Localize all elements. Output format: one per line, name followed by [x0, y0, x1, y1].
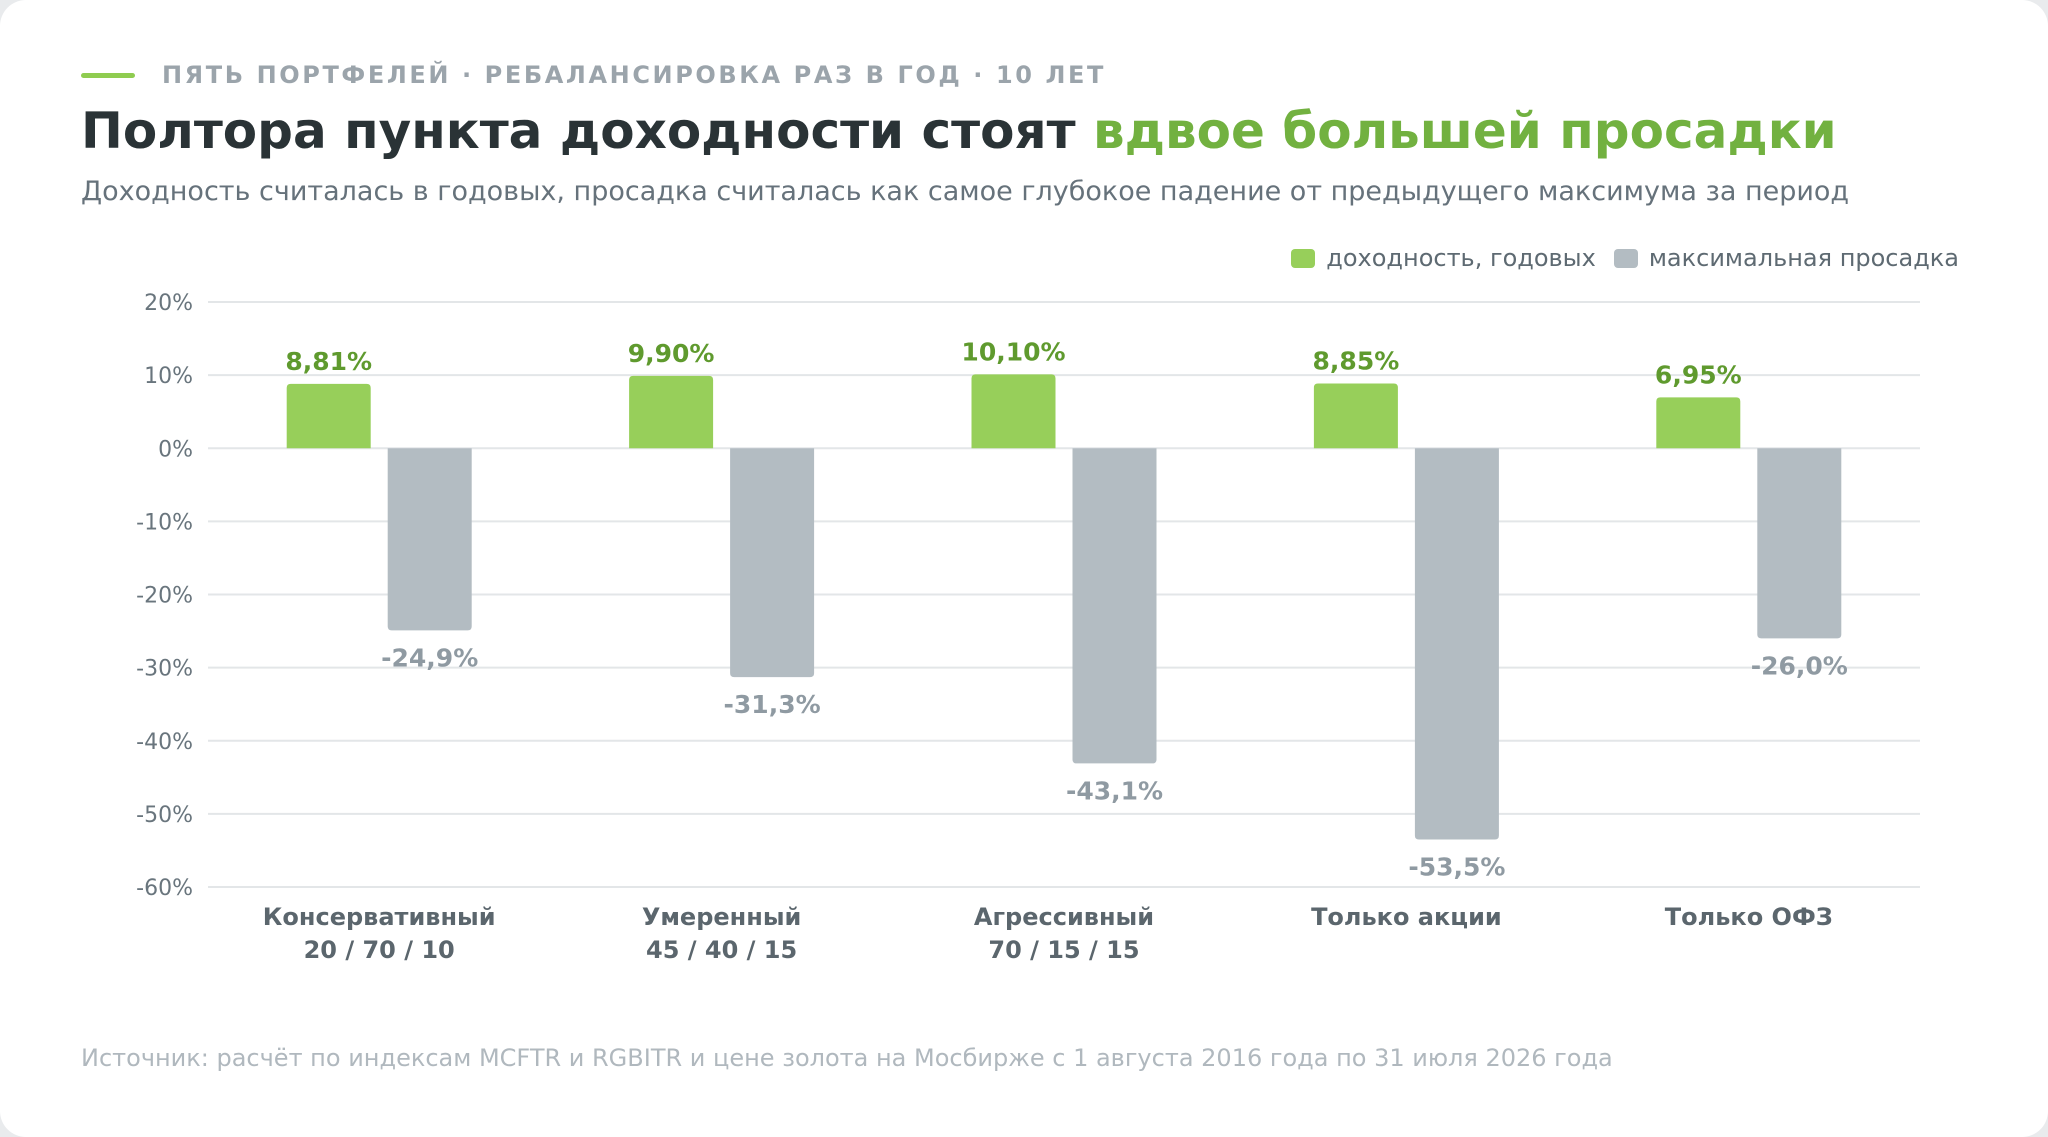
bar-drawdown [730, 448, 815, 678]
bar-return [1313, 383, 1398, 449]
legend-swatch-drawdown [1613, 248, 1638, 268]
source-note: Источник: расчёт по индексам MCFTR и RGB… [81, 1044, 1613, 1072]
x-category-sublabel: 45 / 40 / 15 [646, 936, 797, 964]
x-category-label: Только ОФЗ [1665, 903, 1833, 931]
legend-item-drawdown: максимальная просадка [1613, 244, 1959, 272]
data-label-return: 9,90% [628, 339, 715, 368]
legend-label-return: доходность, годовых [1326, 244, 1596, 272]
data-label-return: 8,81% [285, 347, 372, 376]
data-label-return: 8,85% [1313, 347, 1400, 376]
x-category-label: Умеренный [642, 903, 802, 931]
y-tick-label: -50% [136, 803, 193, 828]
x-category-sublabel: 70 / 15 / 15 [988, 936, 1139, 964]
data-label-drawdown: -43,1% [1066, 776, 1163, 805]
legend-swatch-return [1291, 248, 1316, 268]
y-tick-label: 10% [144, 364, 193, 389]
data-label-drawdown: -24,9% [381, 643, 478, 672]
x-category-label: Консервативный [263, 903, 496, 931]
legend-label-drawdown: максимальная просадка [1648, 244, 1959, 272]
y-tick-label: -10% [136, 510, 193, 535]
kicker-text: ПЯТЬ ПОРТФЕЛЕЙ · РЕБАЛАНСИРОВКА РАЗ В ГО… [162, 61, 1107, 89]
y-tick-label: 20% [144, 291, 193, 316]
chart-subtitle: Доходность считалась в годовых, просадка… [81, 176, 1850, 207]
kicker-accent-line [81, 72, 135, 78]
bar-return [1656, 397, 1741, 449]
data-label-drawdown: -53,5% [1408, 852, 1505, 881]
bar-drawdown [1414, 448, 1499, 840]
y-tick-label: -60% [136, 876, 193, 901]
bar-drawdown [1072, 448, 1157, 764]
chart-legend: доходность, годовых максимальная просадк… [1291, 244, 1959, 272]
x-category-label: Агрессивный [974, 903, 1154, 931]
bar-drawdown [1757, 448, 1842, 639]
y-tick-label: 0% [158, 437, 193, 462]
data-label-return: 6,95% [1655, 360, 1742, 389]
y-tick-label: -20% [136, 584, 193, 609]
legend-item-return: доходность, годовых [1291, 244, 1596, 272]
bar-return [629, 375, 714, 449]
data-label-drawdown: -31,3% [724, 690, 821, 719]
bar-return [286, 383, 371, 449]
data-label-return: 10,10% [961, 337, 1065, 366]
title-main: Полтора пункта доходности стоят [81, 102, 1093, 160]
chart-title: Полтора пункта доходности стоят вдвое бо… [81, 100, 1837, 162]
chart-plot: 20% 10% 0% -10% -20% -30% -40% -50% -60% 8,81% -24… [136, 291, 1920, 964]
bar-return [971, 374, 1056, 449]
title-accent: вдвое большей просадки [1092, 102, 1837, 160]
y-tick-label: -30% [136, 657, 193, 682]
kicker: ПЯТЬ ПОРТФЕЛЕЙ · РЕБАЛАНСИРОВКА РАЗ В ГО… [81, 58, 1106, 92]
x-category-label: Только акции [1311, 903, 1502, 931]
bar-drawdown [387, 448, 472, 631]
y-tick-label: -40% [136, 730, 193, 755]
data-label-drawdown: -26,0% [1751, 651, 1848, 680]
x-category-sublabel: 20 / 70 / 10 [304, 936, 455, 964]
